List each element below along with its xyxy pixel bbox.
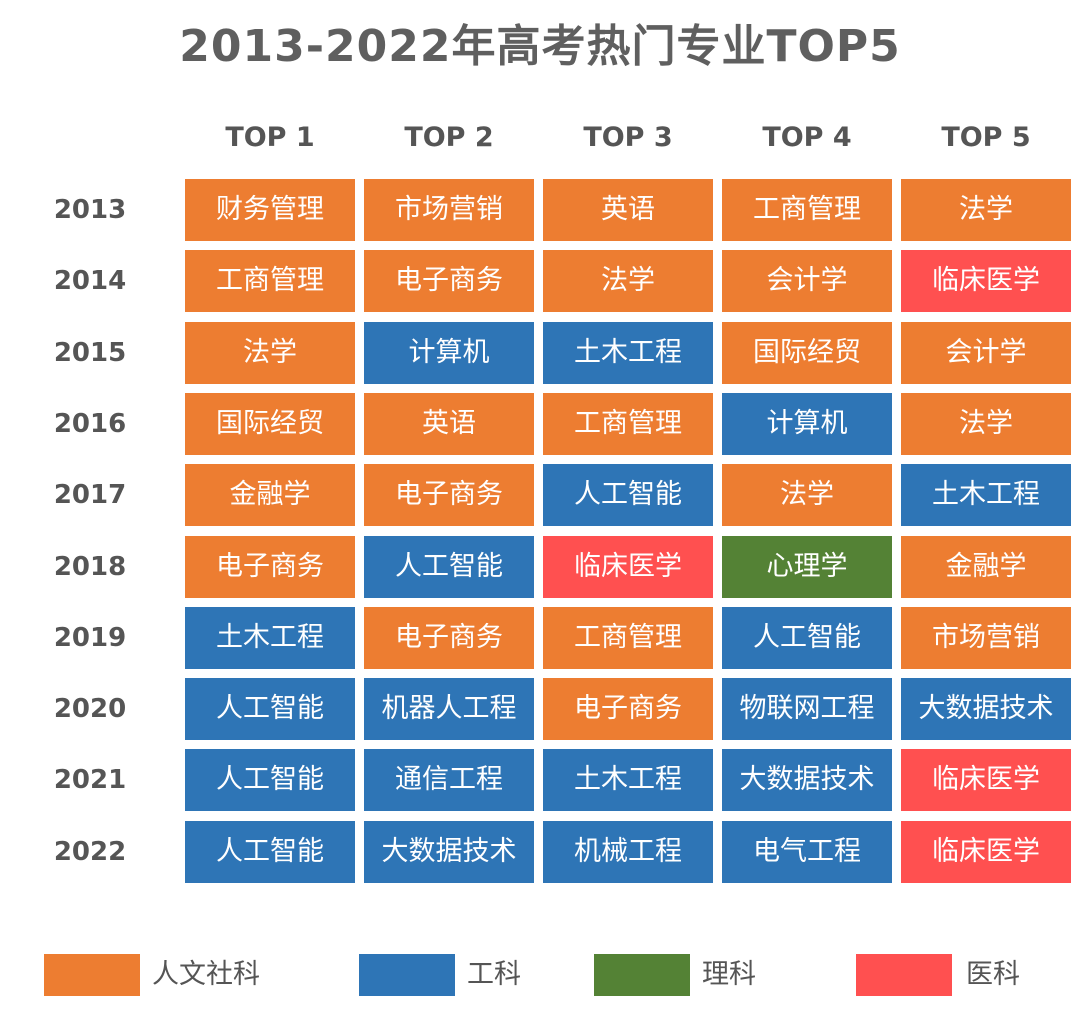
major-cell-2021-top2: 通信工程 xyxy=(364,749,534,811)
major-cell-2021-top4: 大数据技术 xyxy=(722,749,892,811)
column-header-top5: TOP 5 xyxy=(941,122,1031,153)
legend-label-medicine: 医科 xyxy=(966,959,1020,990)
major-cell-2018-top1: 电子商务 xyxy=(185,536,355,598)
major-cell-2016-top4: 计算机 xyxy=(722,393,892,455)
major-cell-2016-top1: 国际经贸 xyxy=(185,393,355,455)
major-cell-2020-top3: 电子商务 xyxy=(543,678,713,740)
column-header-top1: TOP 1 xyxy=(225,122,315,153)
major-cell-2014-top3: 法学 xyxy=(543,250,713,312)
legend-label-engineering: 工科 xyxy=(467,959,521,990)
major-cell-2015-top3: 土木工程 xyxy=(543,322,713,384)
major-cell-2014-top1: 工商管理 xyxy=(185,250,355,312)
year-label-2013: 2013 xyxy=(53,195,127,225)
major-cell-2018-top5: 金融学 xyxy=(901,536,1071,598)
major-cell-2020-top5: 大数据技术 xyxy=(901,678,1071,740)
major-cell-2021-top5: 临床医学 xyxy=(901,749,1071,811)
year-label-2018: 2018 xyxy=(53,552,127,582)
year-label-2014: 2014 xyxy=(53,266,127,296)
major-cell-2013-top5: 法学 xyxy=(901,179,1071,241)
legend-swatch-science xyxy=(594,954,690,996)
major-cell-2013-top3: 英语 xyxy=(543,179,713,241)
major-cell-2013-top2: 市场营销 xyxy=(364,179,534,241)
legend-label-science: 理科 xyxy=(702,959,756,990)
major-cell-2019-top4: 人工智能 xyxy=(722,607,892,669)
major-cell-2013-top4: 工商管理 xyxy=(722,179,892,241)
column-header-top2: TOP 2 xyxy=(404,122,494,153)
major-cell-2020-top1: 人工智能 xyxy=(185,678,355,740)
legend-swatch-humanities xyxy=(44,954,140,996)
major-cell-2016-top3: 工商管理 xyxy=(543,393,713,455)
column-header-top4: TOP 4 xyxy=(762,122,852,153)
major-cell-2017-top4: 法学 xyxy=(722,464,892,526)
major-cell-2017-top3: 人工智能 xyxy=(543,464,713,526)
year-label-2016: 2016 xyxy=(53,409,127,439)
major-cell-2015-top1: 法学 xyxy=(185,322,355,384)
year-label-2019: 2019 xyxy=(53,623,127,653)
major-cell-2014-top4: 会计学 xyxy=(722,250,892,312)
year-label-2021: 2021 xyxy=(53,765,127,795)
major-cell-2022-top3: 机械工程 xyxy=(543,821,713,883)
major-cell-2018-top4: 心理学 xyxy=(722,536,892,598)
major-cell-2014-top2: 电子商务 xyxy=(364,250,534,312)
major-cell-2019-top1: 土木工程 xyxy=(185,607,355,669)
column-header-top3: TOP 3 xyxy=(583,122,673,153)
year-label-2022: 2022 xyxy=(53,837,127,867)
major-cell-2016-top5: 法学 xyxy=(901,393,1071,455)
year-label-2017: 2017 xyxy=(53,480,127,510)
major-cell-2015-top2: 计算机 xyxy=(364,322,534,384)
year-label-2020: 2020 xyxy=(53,694,127,724)
major-cell-2020-top4: 物联网工程 xyxy=(722,678,892,740)
major-cell-2019-top5: 市场营销 xyxy=(901,607,1071,669)
major-cell-2022-top2: 大数据技术 xyxy=(364,821,534,883)
major-cell-2019-top3: 工商管理 xyxy=(543,607,713,669)
year-label-2015: 2015 xyxy=(53,338,127,368)
major-cell-2022-top5: 临床医学 xyxy=(901,821,1071,883)
legend-swatch-engineering xyxy=(359,954,455,996)
major-cell-2017-top1: 金融学 xyxy=(185,464,355,526)
major-cell-2015-top4: 国际经贸 xyxy=(722,322,892,384)
major-cell-2013-top1: 财务管理 xyxy=(185,179,355,241)
legend-swatch-medicine xyxy=(856,954,952,996)
legend-label-humanities: 人文社科 xyxy=(152,959,260,990)
major-cell-2022-top1: 人工智能 xyxy=(185,821,355,883)
major-cell-2016-top2: 英语 xyxy=(364,393,534,455)
major-cell-2022-top4: 电气工程 xyxy=(722,821,892,883)
major-cell-2021-top3: 土木工程 xyxy=(543,749,713,811)
major-cell-2017-top5: 土木工程 xyxy=(901,464,1071,526)
major-cell-2017-top2: 电子商务 xyxy=(364,464,534,526)
major-cell-2020-top2: 机器人工程 xyxy=(364,678,534,740)
chart-title: 2013-2022年高考热门专业TOP5 xyxy=(179,21,901,72)
major-cell-2018-top2: 人工智能 xyxy=(364,536,534,598)
major-cell-2019-top2: 电子商务 xyxy=(364,607,534,669)
major-cell-2015-top5: 会计学 xyxy=(901,322,1071,384)
major-cell-2021-top1: 人工智能 xyxy=(185,749,355,811)
major-cell-2018-top3: 临床医学 xyxy=(543,536,713,598)
major-cell-2014-top5: 临床医学 xyxy=(901,250,1071,312)
